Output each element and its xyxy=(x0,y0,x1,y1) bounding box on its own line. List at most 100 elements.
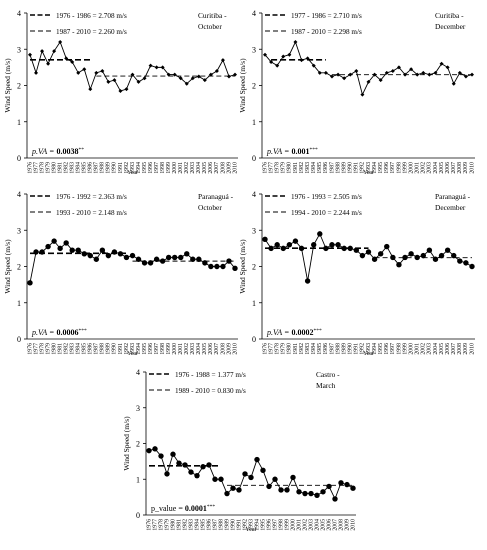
data-point xyxy=(470,72,474,77)
x-tick-label: 1980 xyxy=(287,162,293,174)
legend-label-period-2: 1993 - 2010 = 2.148 m/s xyxy=(56,209,127,217)
x-tick-label: 1999 xyxy=(402,343,408,355)
x-tick-label: 1978 xyxy=(275,343,281,355)
x-tick-label: 2010 xyxy=(232,162,238,174)
data-point xyxy=(81,251,87,257)
x-tick-label: 1993 xyxy=(130,162,136,174)
data-point xyxy=(266,483,272,490)
y-tick-label: 2 xyxy=(17,263,21,272)
x-tick-label: 1998 xyxy=(396,343,402,355)
x-tick-label: 1981 xyxy=(57,343,63,355)
x-tick-label: 1989 xyxy=(341,343,347,355)
x-tick-label: 1981 xyxy=(57,162,63,174)
data-point xyxy=(445,65,450,70)
data-point xyxy=(159,258,166,264)
x-tick-label: 1991 xyxy=(354,162,360,174)
x-tick-label: 1996 xyxy=(266,519,272,531)
data-point xyxy=(296,489,302,495)
x-tick-label: 1980 xyxy=(51,343,57,355)
data-point xyxy=(311,242,317,248)
data-point xyxy=(396,65,401,70)
data-point xyxy=(433,70,438,75)
x-tick-label: 1996 xyxy=(148,162,154,174)
x-tick-label: 1987 xyxy=(212,519,218,531)
data-point xyxy=(353,247,360,253)
x-tick-label: 1985 xyxy=(82,343,88,355)
data-point xyxy=(432,256,439,262)
x-tick-label: 1982 xyxy=(299,162,305,174)
x-tick-label: 1988 xyxy=(100,162,106,174)
x-tick-label: 1981 xyxy=(293,162,299,174)
data-point xyxy=(214,263,220,270)
data-point xyxy=(396,261,402,268)
data-point xyxy=(39,249,45,255)
p-value-label: p.VA = xyxy=(31,328,56,337)
x-tick-label: 2007 xyxy=(214,343,220,355)
data-point xyxy=(359,252,366,259)
data-point xyxy=(254,456,260,463)
p-value-annotation: p_value = 0.0001*** xyxy=(151,504,215,513)
x-tick-label: 2004 xyxy=(196,343,202,355)
x-tick-label: 2007 xyxy=(214,162,220,174)
data-point xyxy=(409,67,414,72)
data-point xyxy=(263,52,267,57)
x-tick-label: 1977 xyxy=(33,343,39,355)
x-tick-label: 1984 xyxy=(76,343,82,355)
data-point xyxy=(275,63,280,68)
data-point xyxy=(336,72,341,77)
x-tick-label: 2010 xyxy=(469,343,475,355)
y-axis-title: Wind Speed (m/s) xyxy=(122,416,131,471)
x-tick-label: 1999 xyxy=(284,519,290,531)
data-point xyxy=(129,252,136,259)
station-label: Paranaguá - xyxy=(435,192,471,201)
data-point xyxy=(426,247,433,253)
data-point xyxy=(226,258,232,264)
y-tick-label: 3 xyxy=(252,226,256,235)
x-tick-label: 1986 xyxy=(323,343,329,355)
x-tick-label: 2001 xyxy=(415,162,421,174)
data-point xyxy=(408,251,414,257)
data-point xyxy=(160,65,165,70)
x-tick-label: 2008 xyxy=(338,519,344,531)
x-tick-label: 1991 xyxy=(354,343,360,355)
series-line xyxy=(29,41,236,92)
x-tick-label: 1992 xyxy=(242,519,248,531)
x-tick-label: 2005 xyxy=(202,162,208,174)
y-tick-label: 1 xyxy=(17,299,21,308)
data-point xyxy=(269,59,274,64)
x-tick-label: 2000 xyxy=(172,343,178,355)
p-value-number: 0.0006 xyxy=(56,328,78,337)
x-tick-label: 2010 xyxy=(469,162,475,174)
p-value-significance: *** xyxy=(313,328,322,334)
data-point xyxy=(146,447,152,454)
data-point xyxy=(100,69,105,73)
y-tick-label: 0 xyxy=(17,335,21,344)
data-point xyxy=(82,67,87,72)
x-tick-label: 1995 xyxy=(142,343,148,355)
x-tick-label: 1997 xyxy=(272,519,278,531)
y-axis-title: Wind Speed (m/s) xyxy=(3,239,12,294)
x-tick-label: 1996 xyxy=(384,162,390,174)
y-tick-label: 1 xyxy=(252,118,256,127)
x-tick-label: 1982 xyxy=(64,343,70,355)
x-tick-label: 1990 xyxy=(112,343,118,355)
data-point xyxy=(320,489,326,495)
data-point xyxy=(51,238,57,244)
x-tick-label: 2002 xyxy=(184,162,190,174)
x-tick-label: 2008 xyxy=(457,343,463,355)
data-point xyxy=(75,247,81,253)
p-value-number: 0.0001 xyxy=(185,504,207,513)
data-point xyxy=(390,69,395,73)
x-tick-label: 1986 xyxy=(206,519,212,531)
x-tick-label: 1998 xyxy=(160,343,166,355)
x-tick-label: 1981 xyxy=(176,519,182,531)
data-point xyxy=(172,72,177,77)
data-point xyxy=(88,87,93,92)
p-value-label: p.VA = xyxy=(31,147,56,156)
data-point xyxy=(463,260,469,266)
data-point xyxy=(40,49,45,54)
x-tick-label: 2007 xyxy=(332,519,338,531)
